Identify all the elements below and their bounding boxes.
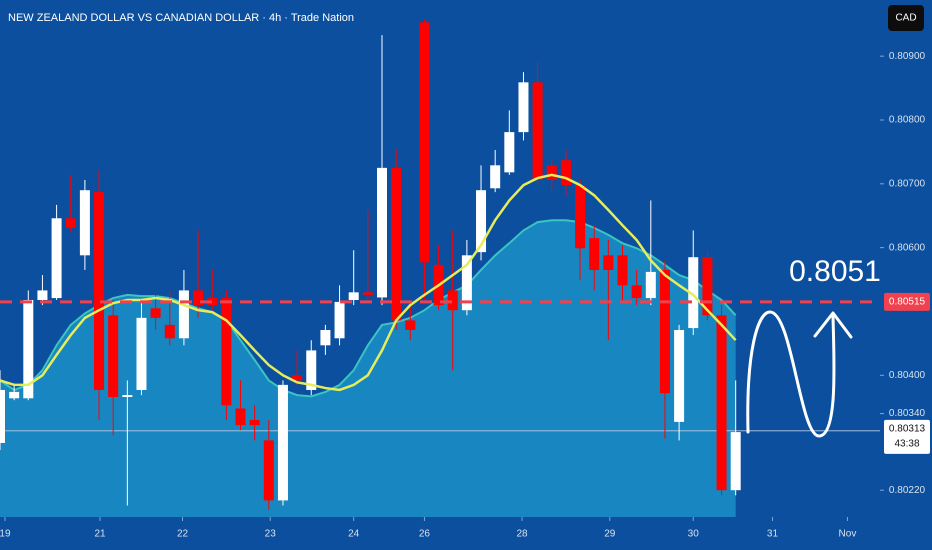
candle-body	[603, 255, 614, 270]
last-label: 0.80313	[889, 423, 926, 434]
candle-body	[164, 324, 175, 339]
candle-body	[589, 238, 600, 270]
candle-body	[659, 269, 670, 394]
candle-body	[23, 299, 34, 399]
candle-body	[136, 317, 147, 390]
level-label: 0.80515	[889, 297, 926, 308]
candle-body	[376, 167, 387, 298]
candle-body	[79, 190, 90, 256]
candle-body	[362, 292, 373, 295]
candle-body	[207, 298, 218, 306]
candle-body	[65, 218, 76, 228]
annotation: 0.8051	[789, 255, 881, 288]
candle-body	[476, 190, 487, 253]
candle-body	[716, 315, 727, 491]
y-tick-label: 0.80220	[889, 485, 926, 496]
plot-area	[0, 19, 880, 517]
candle-body	[263, 440, 274, 501]
band-line	[0, 219, 737, 398]
candle-body	[348, 292, 359, 300]
candle-body	[150, 308, 161, 318]
candle-body	[490, 165, 501, 189]
y-tick-label: 0.80600	[889, 242, 926, 253]
candle-body	[631, 285, 642, 299]
candle-body	[249, 419, 260, 426]
y-tick-label: 0.80900	[889, 51, 926, 62]
candle-body	[447, 290, 458, 311]
candle-body	[730, 432, 741, 491]
band-area	[0, 220, 736, 517]
candle-body	[0, 389, 5, 443]
candle-body	[419, 22, 430, 263]
candle-body	[504, 132, 515, 173]
x-tick-label: 21	[94, 529, 106, 540]
candle-body	[235, 408, 246, 426]
x-tick-label: 24	[348, 529, 360, 540]
x-tick-label: 23	[265, 529, 277, 540]
candle-body	[645, 271, 656, 299]
candle-body	[674, 329, 685, 422]
x-tick-label: 29	[604, 529, 616, 540]
candle-body	[461, 255, 472, 311]
candle-body	[546, 165, 557, 180]
candle-body	[518, 82, 529, 133]
candle-body	[702, 257, 713, 316]
countdown: 43:38	[894, 438, 919, 449]
candle-body	[37, 290, 48, 300]
x-tick-label: 19	[0, 529, 11, 540]
candle-body	[532, 82, 543, 180]
candle-body	[320, 329, 331, 346]
candle-body	[9, 391, 20, 399]
candle-body	[221, 298, 232, 406]
candle-body	[51, 218, 62, 299]
last-label-box	[884, 419, 930, 454]
candle-body	[178, 290, 189, 339]
candle-body	[94, 192, 105, 390]
drawn-arrow	[746, 310, 836, 438]
level-label-box	[884, 292, 930, 311]
candle-body	[122, 395, 133, 398]
y-tick-label: 0.80400	[889, 370, 926, 381]
candle-body	[405, 320, 416, 330]
candle-body	[617, 255, 628, 286]
x-tick-label: 30	[688, 529, 700, 540]
candle-body	[108, 315, 119, 398]
arrow-head	[813, 311, 853, 339]
candle-body	[292, 375, 303, 381]
currency-label[interactable]: CAD	[895, 13, 916, 24]
candle-body	[334, 301, 345, 339]
chart-title: NEW ZEALAND DOLLAR VS CANADIAN DOLLAR · …	[8, 12, 354, 24]
x-tick-label: Nov	[839, 529, 857, 540]
currency-button[interactable]	[888, 5, 924, 31]
y-tick-label: 0.80800	[889, 115, 926, 126]
x-tick-label: 22	[177, 529, 189, 540]
y-tick-label: 0.80700	[889, 178, 926, 189]
candle-body	[277, 384, 288, 501]
candle-body	[575, 185, 586, 249]
x-tick-label: 26	[419, 529, 431, 540]
candle-body	[391, 167, 402, 321]
y-tick-label: 0.80340	[889, 408, 926, 419]
x-tick-label: 31	[767, 529, 779, 540]
candle-body	[560, 160, 571, 186]
x-tick-label: 28	[516, 529, 528, 540]
candle-body	[306, 350, 317, 390]
candle-body	[688, 257, 699, 329]
candle-body	[193, 290, 204, 306]
